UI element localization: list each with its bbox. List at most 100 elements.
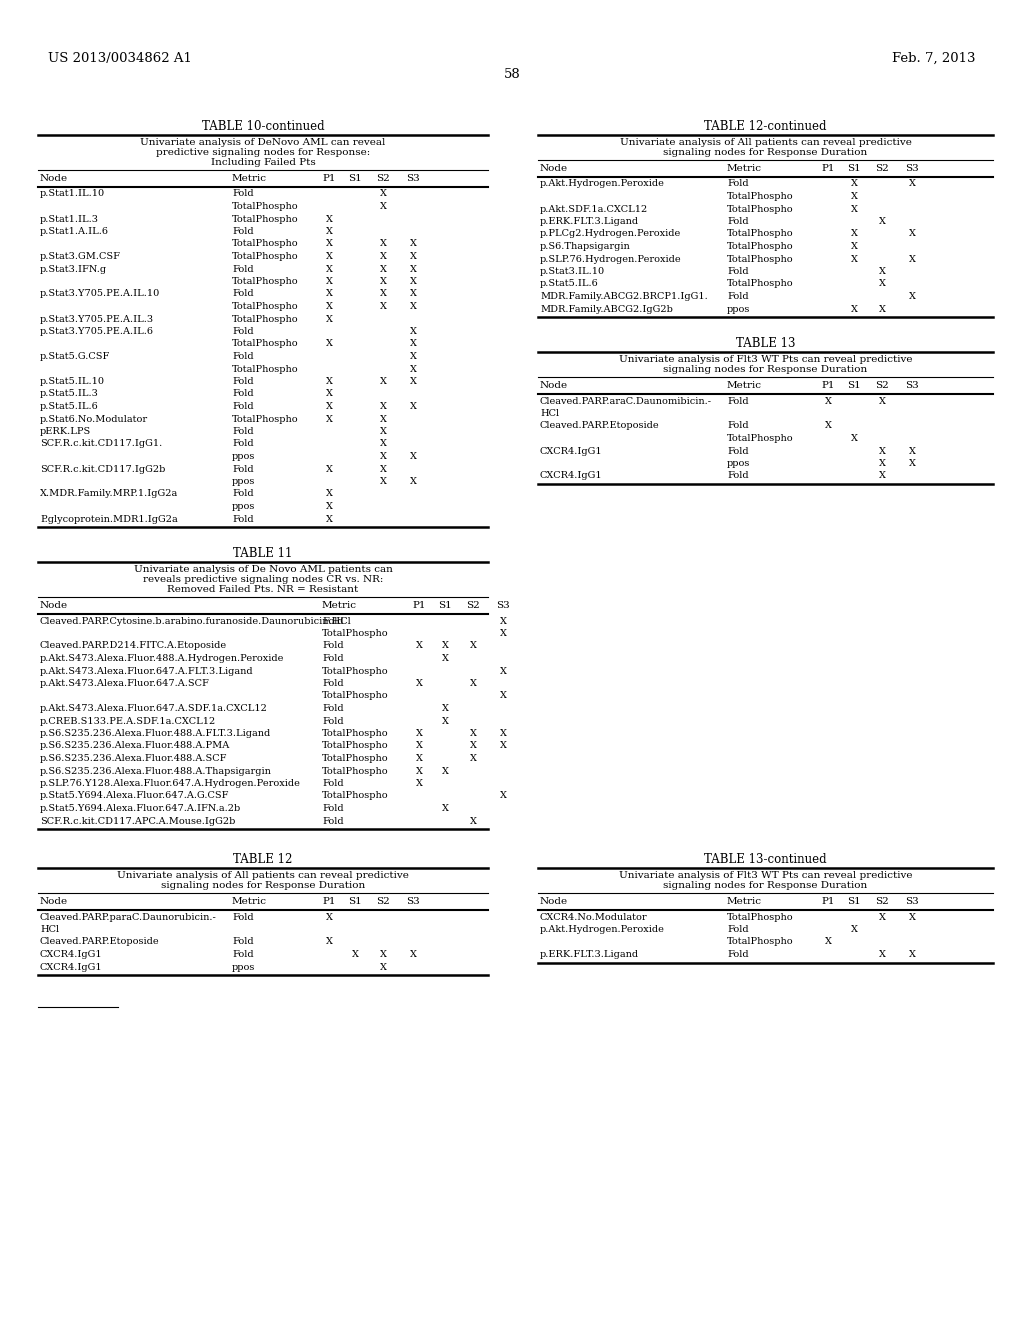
Text: X: X	[326, 389, 333, 399]
Text: Removed Failed Pts. NR = Resistant: Removed Failed Pts. NR = Resistant	[167, 585, 358, 594]
Text: p.Akt.S473.Alexa.Fluor.647.A.SCF: p.Akt.S473.Alexa.Fluor.647.A.SCF	[40, 678, 210, 688]
Text: X: X	[326, 239, 333, 248]
Text: signaling nodes for Response Duration: signaling nodes for Response Duration	[664, 148, 867, 157]
Text: Fold: Fold	[232, 190, 254, 198]
Text: X: X	[380, 202, 386, 211]
Text: X: X	[326, 465, 333, 474]
Text: X: X	[326, 378, 333, 385]
Text: TABLE 13: TABLE 13	[736, 337, 796, 350]
Text: X: X	[500, 630, 507, 638]
Text: X: X	[326, 515, 333, 524]
Text: X: X	[380, 264, 386, 273]
Text: X: X	[908, 255, 915, 264]
Text: X: X	[908, 292, 915, 301]
Text: X: X	[410, 364, 417, 374]
Text: X: X	[879, 396, 886, 405]
Text: Metric: Metric	[322, 601, 357, 610]
Text: X: X	[410, 950, 417, 960]
Text: p.Stat6.No.Modulator: p.Stat6.No.Modulator	[40, 414, 148, 424]
Text: S3: S3	[905, 381, 919, 389]
Text: X: X	[500, 729, 507, 738]
Text: Fold: Fold	[727, 925, 749, 935]
Text: Fold: Fold	[727, 292, 749, 301]
Text: TABLE 12: TABLE 12	[233, 853, 293, 866]
Text: X: X	[380, 426, 386, 436]
Text: TotalPhospho: TotalPhospho	[232, 302, 299, 312]
Text: Univariate analysis of DeNovo AML can reveal: Univariate analysis of DeNovo AML can re…	[140, 139, 386, 147]
Text: p.S6.S235.236.Alexa.Fluor.488.A.FLT.3.Ligand: p.S6.S235.236.Alexa.Fluor.488.A.FLT.3.Li…	[40, 729, 271, 738]
Text: Fold: Fold	[727, 421, 749, 430]
Text: X: X	[380, 477, 386, 486]
Text: X: X	[441, 642, 449, 651]
Text: X: X	[410, 403, 417, 411]
Text: X: X	[326, 264, 333, 273]
Text: S2: S2	[376, 898, 390, 906]
Text: X: X	[380, 414, 386, 424]
Text: X: X	[851, 230, 857, 239]
Text: p.PLCg2.Hydrogen.Peroxide: p.PLCg2.Hydrogen.Peroxide	[540, 230, 681, 239]
Text: P.glycoprotein.MDR1.IgG2a: P.glycoprotein.MDR1.IgG2a	[40, 515, 178, 524]
Text: Fold: Fold	[322, 817, 344, 825]
Text: Fold: Fold	[727, 446, 749, 455]
Text: TotalPhospho: TotalPhospho	[232, 277, 299, 286]
Text: TotalPhospho: TotalPhospho	[727, 255, 794, 264]
Text: Fold: Fold	[727, 216, 749, 226]
Text: X: X	[851, 255, 857, 264]
Text: Fold: Fold	[232, 389, 254, 399]
Text: Cleaved.PARP.Etoposide: Cleaved.PARP.Etoposide	[40, 937, 160, 946]
Text: S1: S1	[348, 898, 361, 906]
Text: S3: S3	[496, 601, 510, 610]
Text: S1: S1	[847, 164, 861, 173]
Text: Node: Node	[40, 898, 69, 906]
Text: X: X	[441, 704, 449, 713]
Text: Metric: Metric	[727, 381, 762, 389]
Text: SCF.R.c.kit.CD117.IgG1.: SCF.R.c.kit.CD117.IgG1.	[40, 440, 162, 449]
Text: X: X	[326, 912, 333, 921]
Text: S2: S2	[876, 164, 889, 173]
Text: Node: Node	[40, 601, 69, 610]
Text: X: X	[500, 692, 507, 701]
Text: Fold: Fold	[232, 327, 254, 337]
Text: Univariate analysis of All patients can reveal predictive: Univariate analysis of All patients can …	[620, 139, 911, 147]
Text: Fold: Fold	[232, 426, 254, 436]
Text: Univariate analysis of All patients can reveal predictive: Univariate analysis of All patients can …	[117, 871, 409, 880]
Text: TotalPhospho: TotalPhospho	[322, 692, 389, 701]
Text: p.Stat5.G.CSF: p.Stat5.G.CSF	[40, 352, 111, 360]
Text: P1: P1	[821, 898, 835, 906]
Text: Fold: Fold	[727, 471, 749, 480]
Text: p.Akt.S473.Alexa.Fluor.647.A.FLT.3.Ligand: p.Akt.S473.Alexa.Fluor.647.A.FLT.3.Ligan…	[40, 667, 254, 676]
Text: X: X	[416, 767, 423, 776]
Text: signaling nodes for Response Duration: signaling nodes for Response Duration	[664, 880, 867, 890]
Text: p.Stat5.IL.6: p.Stat5.IL.6	[540, 280, 599, 289]
Text: Fold: Fold	[322, 779, 344, 788]
Text: TotalPhospho: TotalPhospho	[727, 912, 794, 921]
Text: Node: Node	[40, 174, 69, 183]
Text: p.S6.S235.236.Alexa.Fluor.488.A.PMA: p.S6.S235.236.Alexa.Fluor.488.A.PMA	[40, 742, 230, 751]
Text: S1: S1	[348, 174, 361, 183]
Text: TotalPhospho: TotalPhospho	[232, 214, 299, 223]
Text: Cleaved.PARP.Etoposide: Cleaved.PARP.Etoposide	[540, 421, 659, 430]
Text: X: X	[326, 403, 333, 411]
Text: p.Stat1.IL.3: p.Stat1.IL.3	[40, 214, 99, 223]
Text: Fold: Fold	[232, 440, 254, 449]
Text: X: X	[824, 421, 831, 430]
Text: X: X	[410, 339, 417, 348]
Text: X: X	[326, 214, 333, 223]
Text: p.S6.Thapsigargin: p.S6.Thapsigargin	[540, 242, 631, 251]
Text: Fold: Fold	[727, 180, 749, 189]
Text: X: X	[380, 289, 386, 298]
Text: X: X	[410, 302, 417, 312]
Text: X: X	[908, 912, 915, 921]
Text: SCF.R.c.kit.CD117.IgG2b: SCF.R.c.kit.CD117.IgG2b	[40, 465, 165, 474]
Text: Fold: Fold	[232, 352, 254, 360]
Text: ppos: ppos	[232, 451, 255, 461]
Text: Cleaved.PARP.araC.Daunomibicin.-: Cleaved.PARP.araC.Daunomibicin.-	[540, 396, 712, 405]
Text: HCl: HCl	[540, 409, 559, 418]
Text: X: X	[851, 180, 857, 189]
Text: X: X	[851, 925, 857, 935]
Text: Node: Node	[540, 898, 568, 906]
Text: P1: P1	[323, 898, 336, 906]
Text: ppos: ppos	[727, 459, 751, 469]
Text: Fold: Fold	[322, 642, 344, 651]
Text: TotalPhospho: TotalPhospho	[322, 729, 389, 738]
